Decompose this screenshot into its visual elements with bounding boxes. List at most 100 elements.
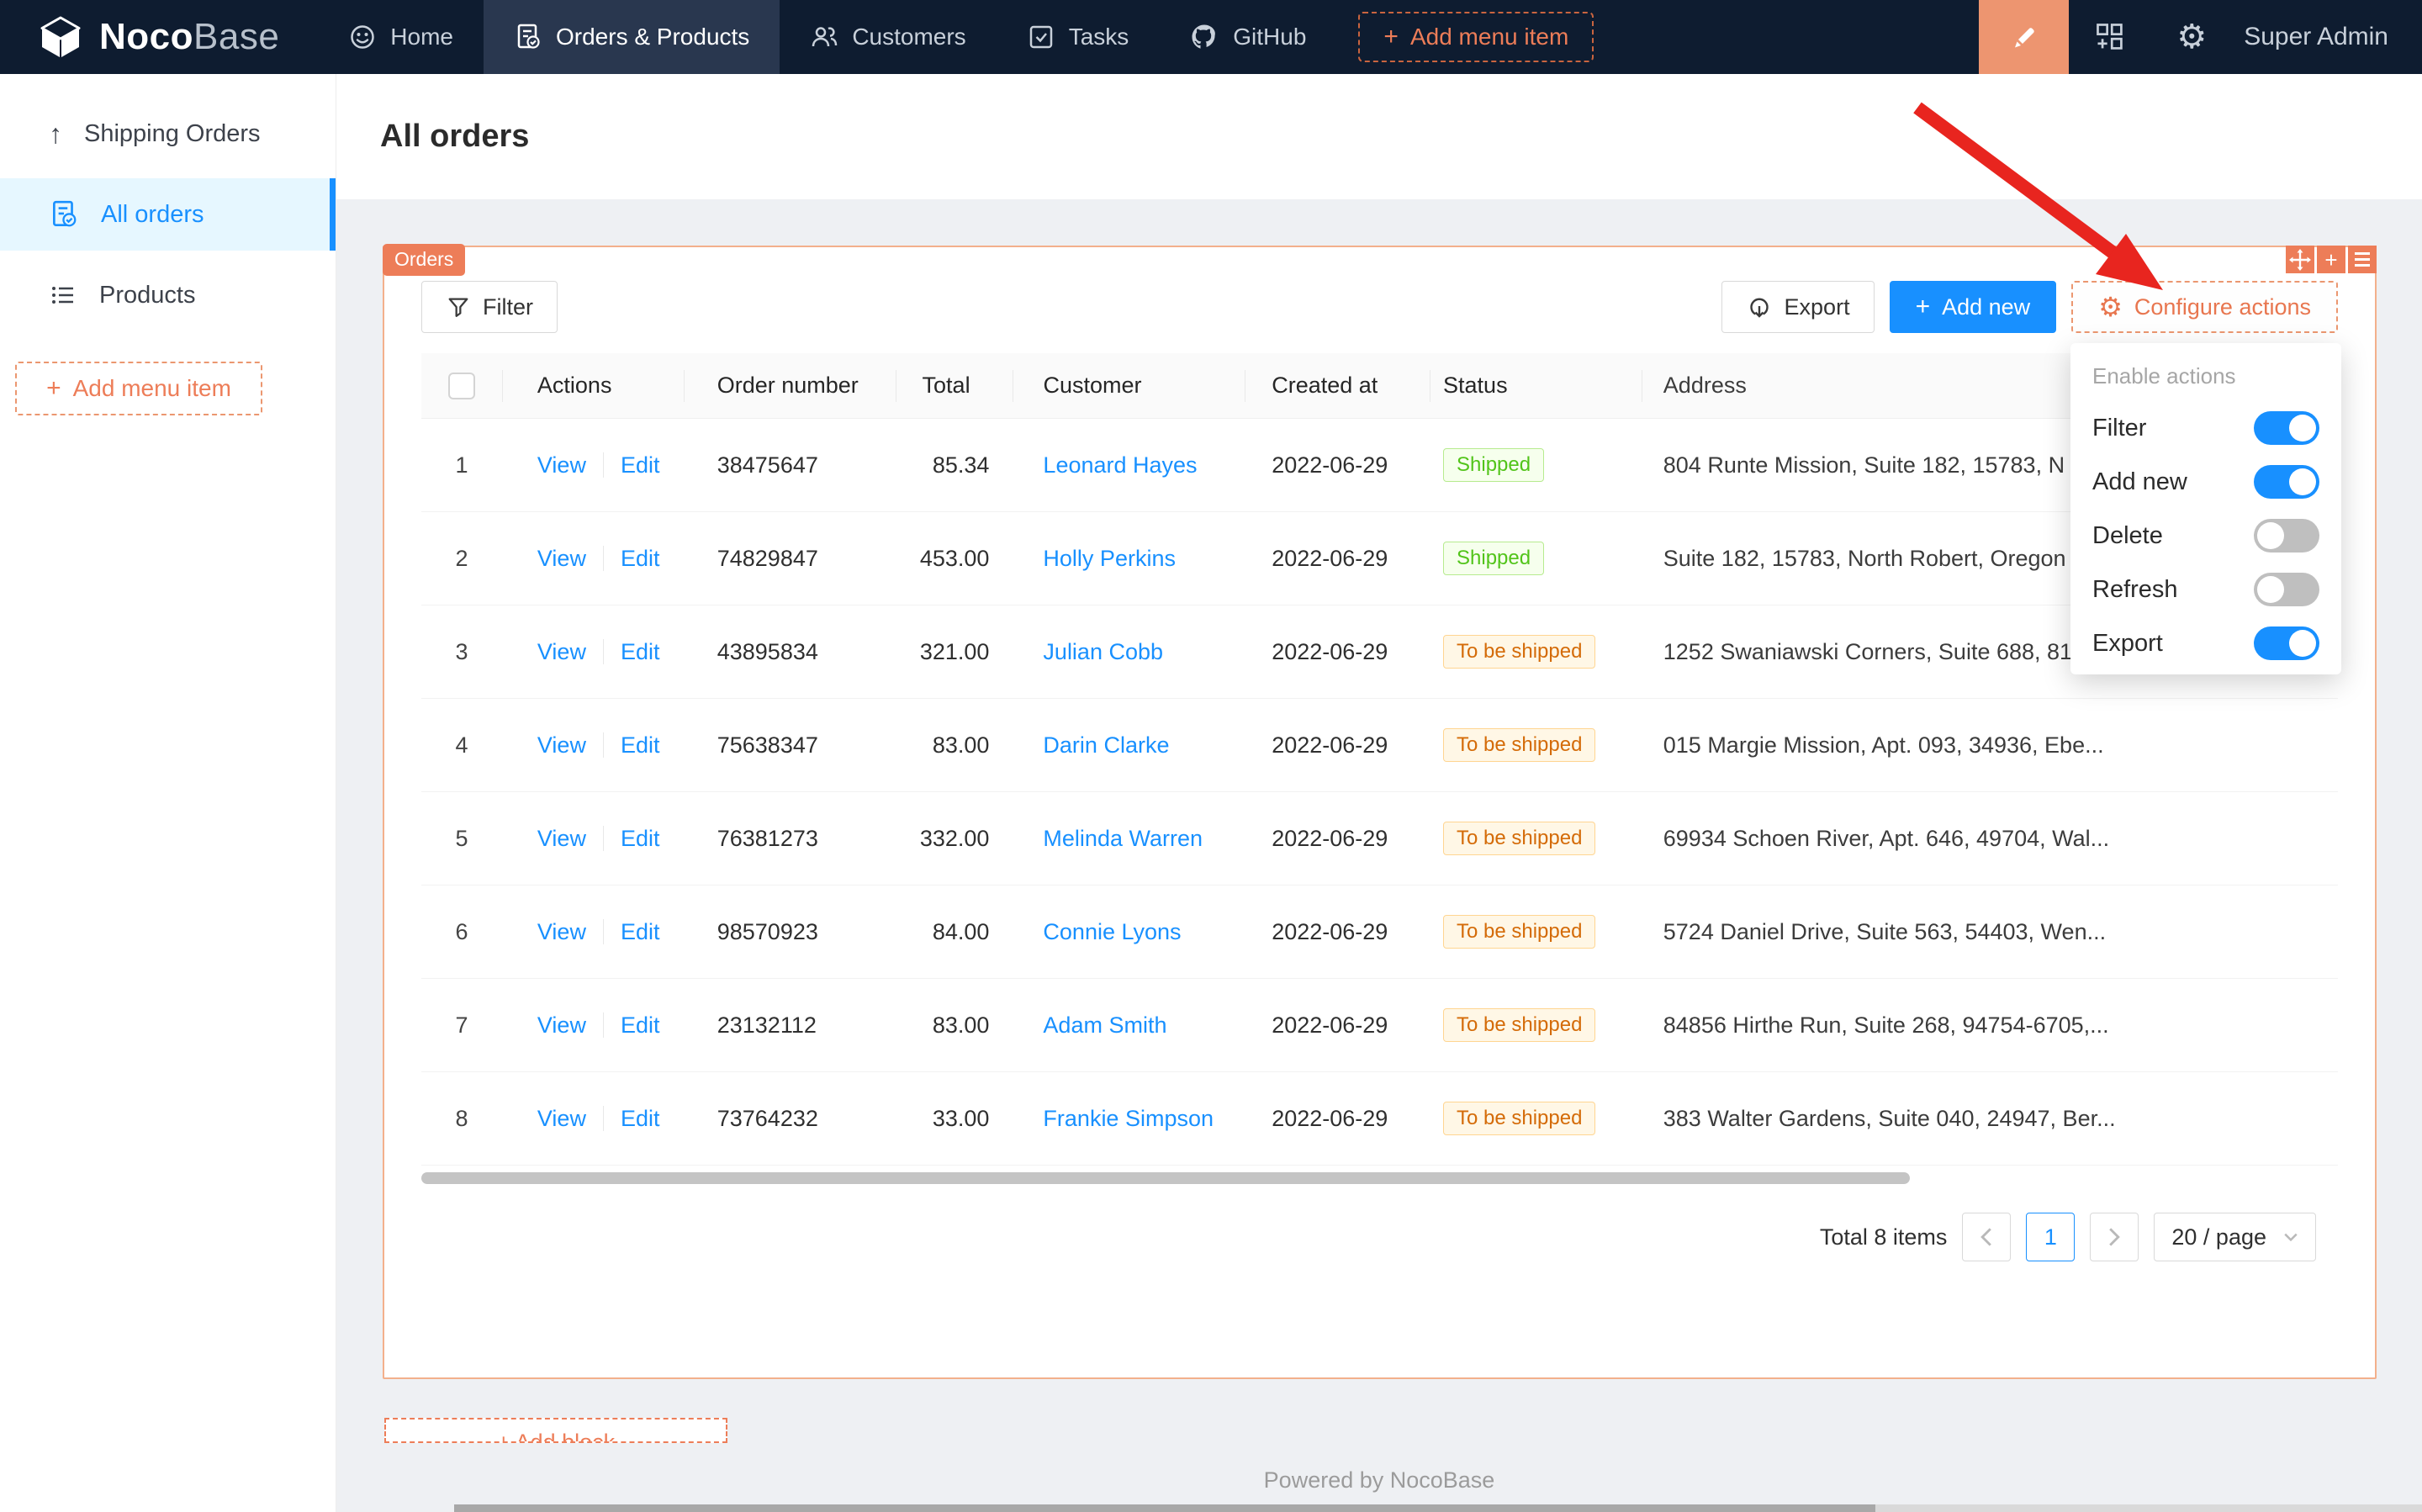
sidebar-item-products[interactable]: Products bbox=[0, 259, 336, 331]
toggle-switch[interactable] bbox=[2254, 465, 2319, 499]
block-collection-tag: Orders bbox=[383, 244, 465, 276]
edit-link[interactable]: Edit bbox=[621, 919, 660, 945]
edit-link[interactable]: Edit bbox=[621, 732, 660, 759]
status-badge: Shipped bbox=[1443, 448, 1544, 482]
edit-link[interactable]: Edit bbox=[621, 452, 660, 478]
nocobase-logo[interactable]: NocoBase bbox=[0, 13, 318, 61]
nav-item-customers[interactable]: Customers bbox=[780, 0, 996, 74]
add-block-button[interactable]: + Add block bbox=[384, 1418, 727, 1443]
row-actions: View Edit bbox=[502, 452, 684, 478]
view-link[interactable]: View bbox=[537, 546, 586, 572]
status-cell: To be shipped bbox=[1430, 915, 1642, 949]
edit-link[interactable]: Edit bbox=[621, 1106, 660, 1132]
divider bbox=[603, 826, 604, 851]
divider bbox=[603, 639, 604, 664]
nav-item-label: Tasks bbox=[1069, 24, 1129, 50]
view-link[interactable]: View bbox=[537, 1012, 586, 1039]
row-actions: View Edit bbox=[502, 826, 684, 852]
order-number-cell: 76381273 bbox=[684, 826, 896, 852]
customer-link[interactable]: Darin Clarke bbox=[1043, 732, 1169, 758]
sidebar-add-menu-item-button[interactable]: + Add menu item bbox=[15, 362, 262, 415]
block-designer-toolbar: + bbox=[2286, 246, 2377, 273]
nav-add-menu-item-button[interactable]: + Add menu item bbox=[1358, 12, 1594, 62]
customer-link[interactable]: Connie Lyons bbox=[1043, 919, 1181, 944]
toggle-switch[interactable] bbox=[2254, 573, 2319, 606]
dropdown-item-label: Export bbox=[2092, 630, 2163, 658]
toggle-switch[interactable] bbox=[2254, 626, 2319, 660]
page-size-select[interactable]: 20 / page bbox=[2154, 1213, 2316, 1261]
customer-link[interactable]: Melinda Warren bbox=[1043, 826, 1203, 851]
document-check-icon bbox=[49, 199, 79, 230]
nav-item-github[interactable]: GitHub bbox=[1159, 0, 1336, 74]
sidebar-item-shipping-orders[interactable]: ↑ Shipping Orders bbox=[0, 98, 336, 170]
settings-button[interactable]: ⚙ bbox=[2151, 0, 2232, 74]
view-link[interactable]: View bbox=[537, 639, 586, 665]
customer-link[interactable]: Adam Smith bbox=[1043, 1012, 1166, 1038]
view-link[interactable]: View bbox=[537, 732, 586, 759]
order-number-cell: 43895834 bbox=[684, 639, 896, 665]
created-at-cell: 2022-06-29 bbox=[1245, 639, 1430, 665]
page-number-1[interactable]: 1 bbox=[2026, 1213, 2075, 1261]
dropdown-item-label: Delete bbox=[2092, 522, 2163, 550]
user-menu[interactable]: Super Admin bbox=[2232, 23, 2422, 51]
nav-item-orders-products[interactable]: Orders & Products bbox=[484, 0, 780, 74]
sidebar-item-all-orders[interactable]: All orders bbox=[0, 178, 336, 251]
toggle-switch[interactable] bbox=[2254, 411, 2319, 445]
customer-link[interactable]: Leonard Hayes bbox=[1043, 452, 1197, 478]
status-cell: To be shipped bbox=[1430, 1008, 1642, 1042]
edit-link[interactable]: Edit bbox=[621, 826, 660, 852]
dropdown-item-label: Refresh bbox=[2092, 576, 2178, 604]
nav-item-home[interactable]: Home bbox=[318, 0, 484, 74]
scrollbar-thumb[interactable] bbox=[421, 1172, 1910, 1184]
block-menu-button[interactable] bbox=[2348, 246, 2377, 273]
edit-link[interactable]: Edit bbox=[621, 1012, 660, 1039]
view-link[interactable]: View bbox=[537, 826, 586, 852]
window-horizontal-scrollbar[interactable] bbox=[454, 1504, 2422, 1512]
status-badge: To be shipped bbox=[1443, 1102, 1595, 1135]
filter-button[interactable]: Filter bbox=[421, 281, 558, 333]
ui-editor-button[interactable] bbox=[1979, 0, 2069, 74]
total-cell: 33.00 bbox=[896, 1106, 1013, 1132]
row-actions: View Edit bbox=[502, 1012, 684, 1039]
add-block-corner-button[interactable]: + bbox=[2317, 246, 2345, 273]
plugin-manager-button[interactable] bbox=[2069, 0, 2151, 74]
prev-page-button[interactable] bbox=[1962, 1213, 2011, 1261]
divider bbox=[603, 732, 604, 758]
view-link[interactable]: View bbox=[537, 1106, 586, 1132]
select-all-checkbox[interactable] bbox=[448, 373, 475, 399]
view-link[interactable]: View bbox=[537, 919, 586, 945]
header-status: Status bbox=[1430, 353, 1642, 419]
powered-by-footer: Powered by NocoBase bbox=[336, 1467, 2422, 1493]
table-row: 5 View Edit 76381273 332.00 Melinda Warr… bbox=[421, 792, 2338, 886]
table-row: 4 View Edit 75638347 83.00 Darin Clarke … bbox=[421, 699, 2338, 792]
customer-link[interactable]: Julian Cobb bbox=[1043, 639, 1163, 664]
export-button[interactable]: Export bbox=[1721, 281, 1875, 333]
scrollbar-thumb[interactable] bbox=[454, 1504, 1875, 1512]
order-number-cell: 98570923 bbox=[684, 919, 896, 945]
customer-link[interactable]: Frankie Simpson bbox=[1043, 1106, 1214, 1131]
total-cell: 332.00 bbox=[896, 826, 1013, 852]
nav-item-tasks[interactable]: Tasks bbox=[997, 0, 1160, 74]
nav-item-label: Home bbox=[390, 24, 453, 50]
view-link[interactable]: View bbox=[537, 452, 586, 478]
list-icon bbox=[49, 281, 77, 309]
configure-actions-button[interactable]: ⚙ Configure actions bbox=[2071, 281, 2338, 333]
created-at-cell: 2022-06-29 bbox=[1245, 919, 1430, 945]
table-row: 6 View Edit 98570923 84.00 Connie Lyons … bbox=[421, 886, 2338, 979]
header-actions: Actions bbox=[502, 353, 684, 419]
add-new-button[interactable]: + Add new bbox=[1890, 281, 2057, 333]
toolbar-right-group: Export + Add new ⚙ Configure actions bbox=[1721, 281, 2338, 333]
order-number-cell: 75638347 bbox=[684, 732, 896, 759]
edit-link[interactable]: Edit bbox=[621, 546, 660, 572]
status-cell: To be shipped bbox=[1430, 822, 1642, 855]
drag-handle[interactable] bbox=[2286, 246, 2314, 273]
status-badge: To be shipped bbox=[1443, 728, 1595, 762]
toggle-switch[interactable] bbox=[2254, 519, 2319, 552]
table-row: 2 View Edit 74829847 453.00 Holly Perkin… bbox=[421, 512, 2338, 605]
edit-link[interactable]: Edit bbox=[621, 639, 660, 665]
status-cell: Shipped bbox=[1430, 542, 1642, 575]
table-horizontal-scrollbar[interactable] bbox=[421, 1172, 2338, 1184]
next-page-button[interactable] bbox=[2090, 1213, 2139, 1261]
sidebar: ↑ Shipping Orders All orders Products + … bbox=[0, 74, 336, 1512]
customer-link[interactable]: Holly Perkins bbox=[1043, 546, 1176, 571]
